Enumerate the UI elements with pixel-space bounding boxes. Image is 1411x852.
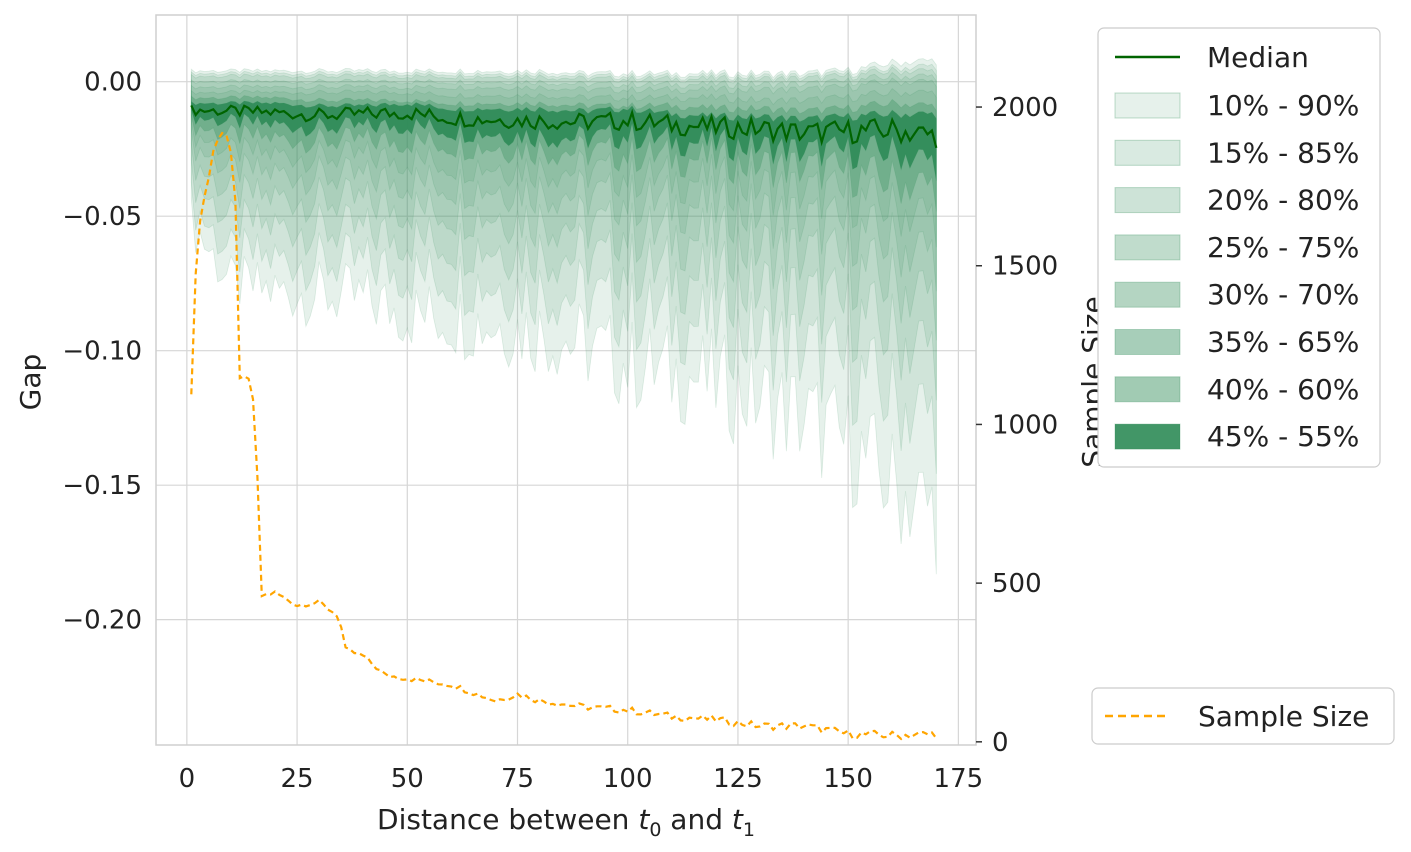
y-tick-label-left: −0.20 <box>62 606 142 636</box>
legend-band-swatch <box>1114 92 1181 119</box>
legend-band-label: 10% - 90% <box>1207 89 1359 122</box>
x-tick-label: 75 <box>501 764 534 794</box>
legend-band-label: 45% - 55% <box>1207 420 1359 453</box>
tick-labels: 0 25 50 75 100 125 150 175 0.00 −0.05 −0.10 −0.15 −0… <box>62 68 1058 794</box>
legend-sample-label: Sample Size <box>1198 700 1369 733</box>
y-tick-label-left: −0.15 <box>62 471 142 501</box>
y-tick-label-left: −0.10 <box>62 337 142 367</box>
legend-band-label: 15% - 85% <box>1207 136 1359 169</box>
legend-band-swatch <box>1114 234 1181 261</box>
sample-size-line <box>190 131 938 741</box>
x-tick-label: 150 <box>823 764 873 794</box>
y-tick-label-right: 1000 <box>992 410 1058 440</box>
legend-band-swatch <box>1114 187 1181 214</box>
legend-band-swatch <box>1114 281 1181 308</box>
legend-band-swatch <box>1114 329 1181 355</box>
x-axis-label-part: t <box>732 803 744 836</box>
x-tick-label: 0 <box>179 764 196 794</box>
y-tick-label-right: 2000 <box>992 93 1058 123</box>
legend-band-label: 40% - 60% <box>1207 373 1359 406</box>
legend-median-label: Median <box>1207 41 1309 74</box>
x-tick-label: 125 <box>713 764 763 794</box>
legend-band-label: 35% - 65% <box>1207 326 1359 359</box>
y-tick-label-left: 0.00 <box>84 68 142 98</box>
x-tick-label: 175 <box>934 764 984 794</box>
series-lines <box>190 104 938 741</box>
band-25-75 <box>190 71 937 341</box>
legend-band-label: 30% - 70% <box>1207 278 1359 311</box>
x-axis-label-part: Distance between <box>377 803 638 836</box>
band-20-80 <box>190 66 937 401</box>
y-axis-label-left: Gap <box>14 354 47 411</box>
x-axis-label-part: and <box>661 803 731 836</box>
legend-band-swatch <box>1114 139 1181 166</box>
x-axis-label: Distance between t0 and t1 <box>377 803 755 841</box>
legend-sample: Sample Size <box>1091 687 1395 745</box>
legend-band-label: 20% - 80% <box>1207 184 1359 217</box>
axes <box>155 14 977 746</box>
y-tick-label-right: 1500 <box>992 252 1058 282</box>
x-axis-label-part: 0 <box>649 819 661 841</box>
band-15-85 <box>190 63 937 474</box>
y-tick-label-left: −0.05 <box>62 202 142 232</box>
legend-band-swatch <box>1114 376 1181 403</box>
median-line <box>190 104 938 149</box>
legend-band-label: 25% - 75% <box>1207 231 1359 264</box>
x-tick-label: 100 <box>603 764 653 794</box>
legend-main: Median 10% - 90% 15% - 85% 20% - 80% 25% - 7… <box>1097 27 1381 468</box>
x-tick-label: 50 <box>391 764 424 794</box>
y-tick-label-right: 500 <box>992 569 1042 599</box>
y-tick-label-right: 0 <box>992 728 1009 758</box>
x-tick-label: 25 <box>281 764 314 794</box>
legend-main-frame <box>1097 27 1381 468</box>
plot-frame <box>155 14 977 746</box>
legend-sample-frame <box>1091 687 1395 745</box>
percentile-bands <box>190 58 937 575</box>
x-axis-label-part: 1 <box>743 819 755 841</box>
band-10-90 <box>190 58 937 575</box>
x-axis-label-part: t <box>638 803 650 836</box>
legend-band-swatch <box>1114 423 1181 450</box>
legend-main-entries: Median 10% - 90% 15% - 85% 20% - 80% 25% - 7… <box>1114 41 1359 453</box>
